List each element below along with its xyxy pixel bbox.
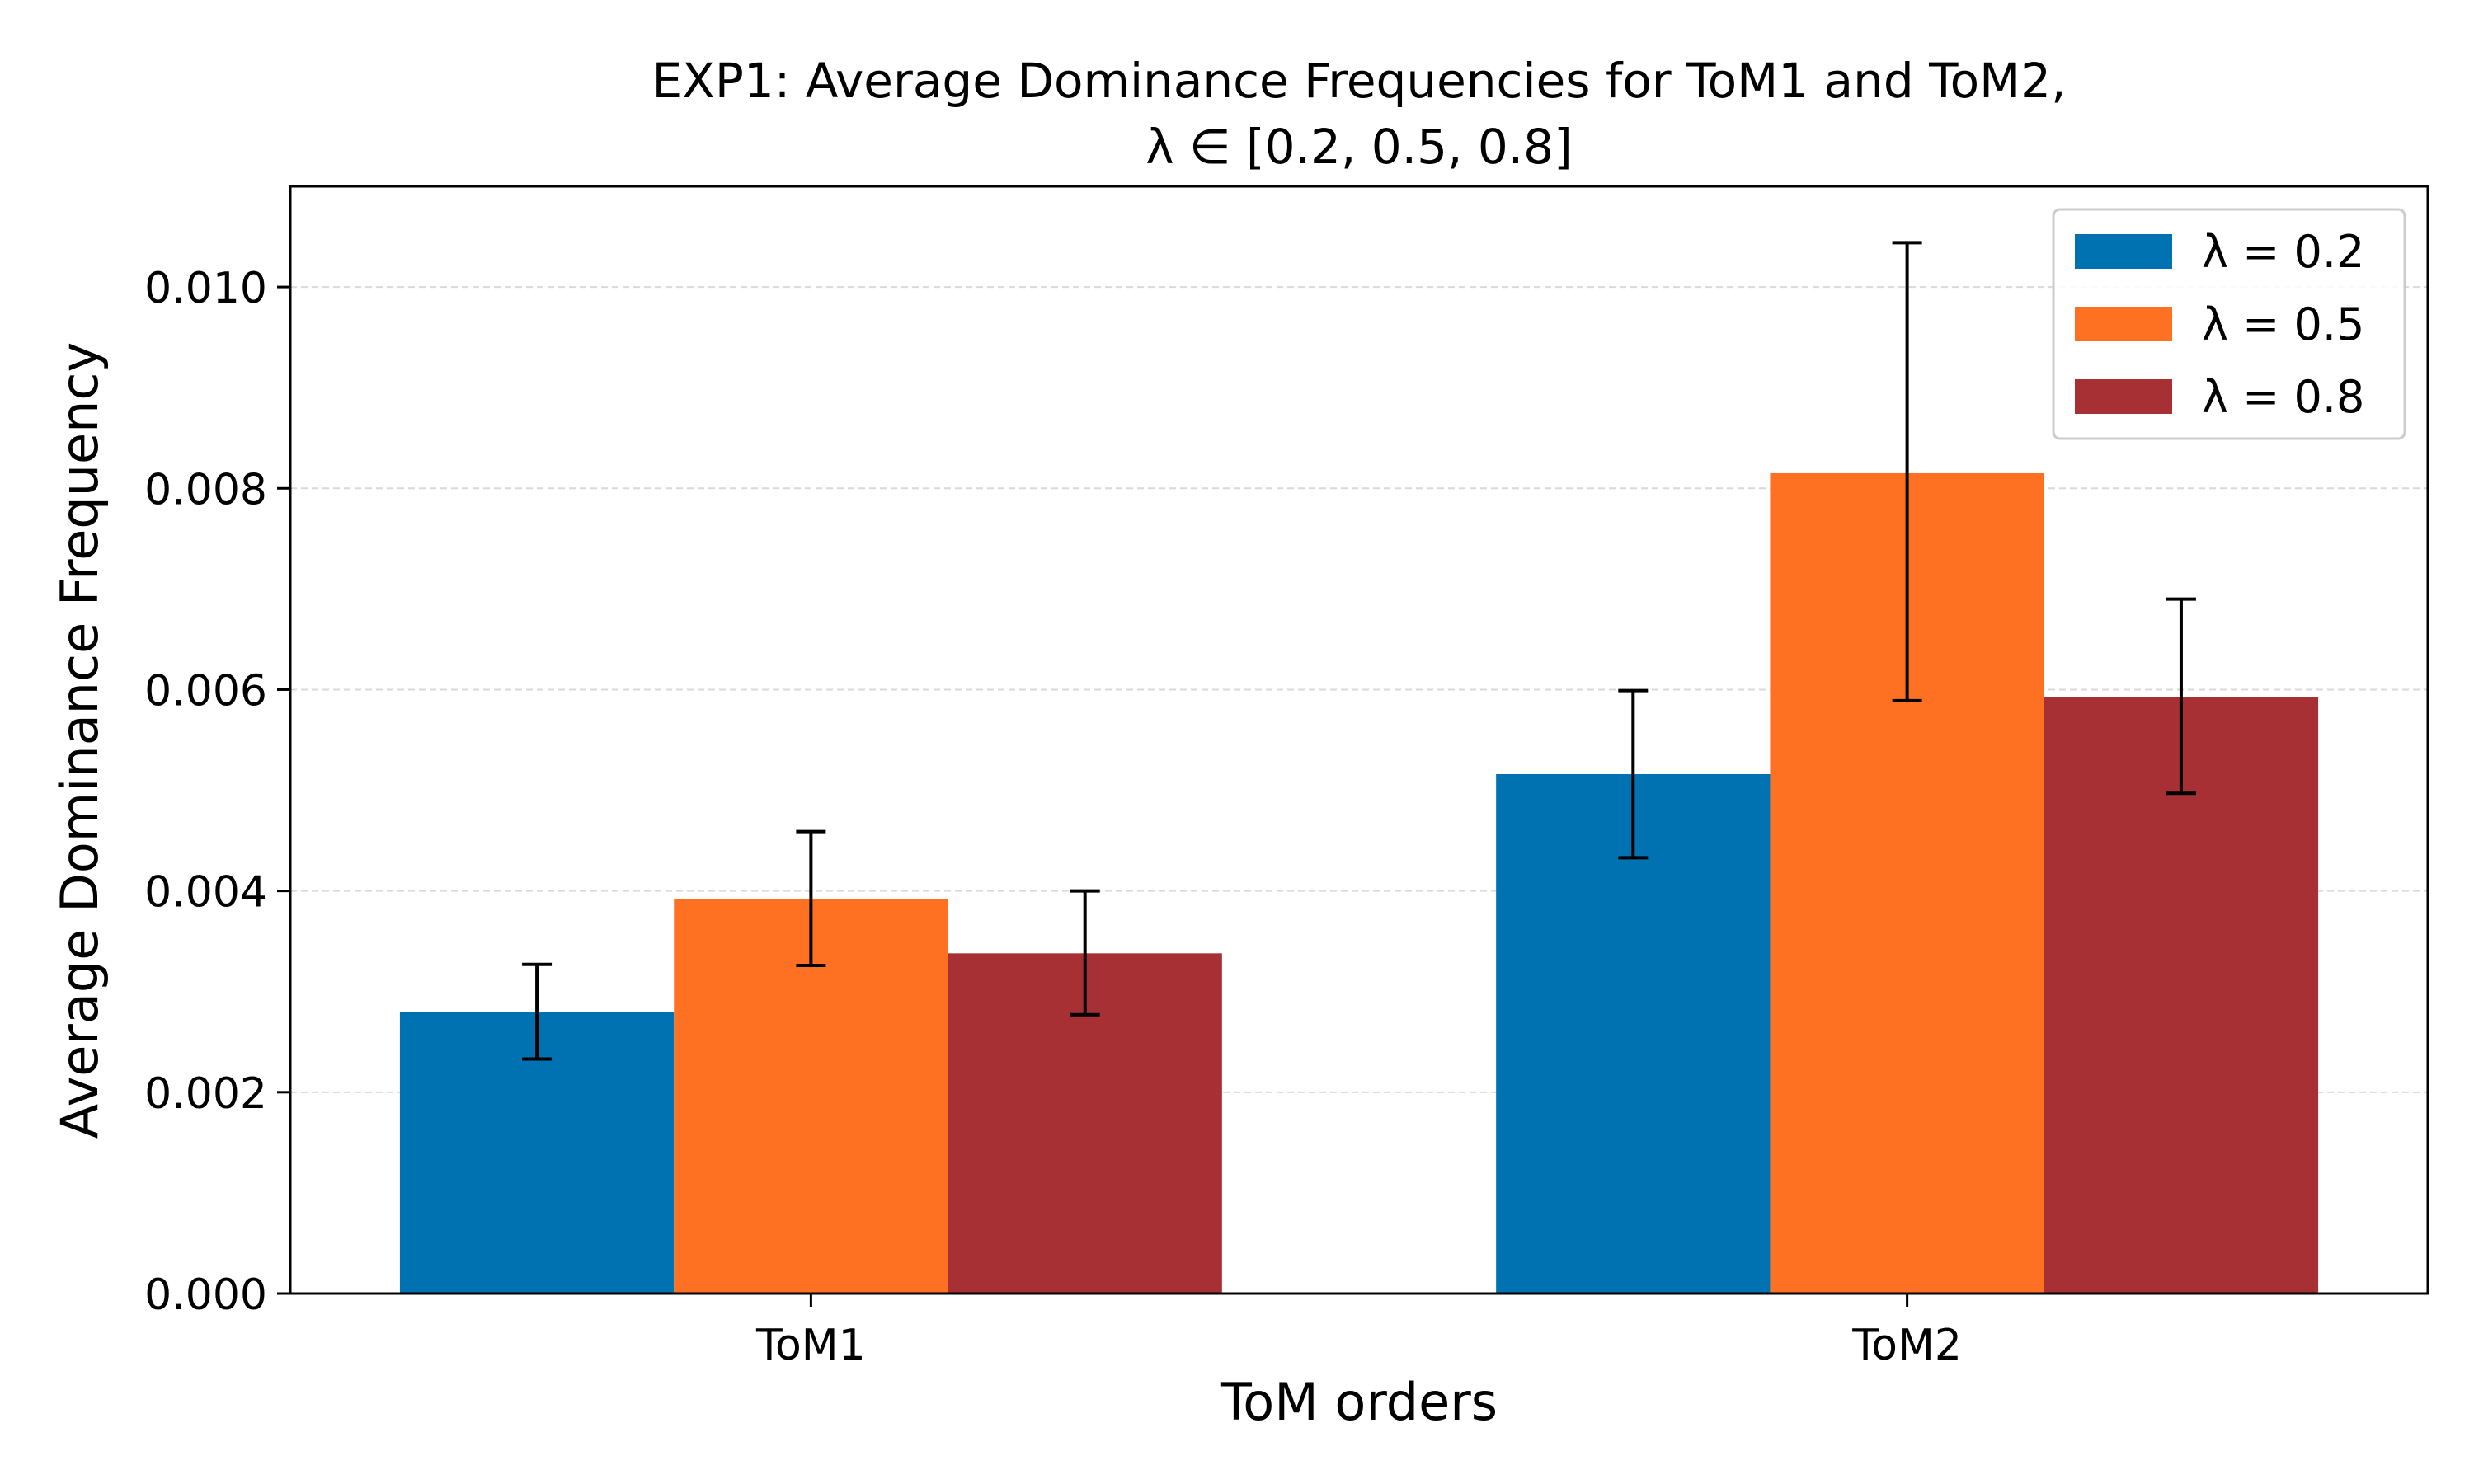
- legend-label: λ = 0.2: [2202, 226, 2364, 278]
- x-axis: ToM1 ToM2: [755, 1294, 1962, 1370]
- legend-swatch: [2075, 234, 2172, 269]
- legend: λ = 0.2 λ = 0.5 λ = 0.8: [2052, 208, 2406, 440]
- chart-title-line2: λ ∈ [0.2, 0.5, 0.8]: [1145, 119, 1572, 175]
- y-tick-label: 0.010: [144, 264, 267, 313]
- x-axis-label: ToM orders: [1220, 1372, 1498, 1432]
- x-tick-label: ToM2: [1851, 1321, 1962, 1370]
- legend-label: λ = 0.8: [2202, 371, 2364, 423]
- y-tick-label: 0.002: [144, 1069, 267, 1119]
- legend-label: λ = 0.5: [2202, 298, 2364, 350]
- plot-frame: [289, 185, 2429, 1295]
- error-bars: [522, 241, 2196, 1061]
- x-tick-label: ToM1: [755, 1321, 866, 1370]
- y-axis-label: Average Dominance Frequency: [49, 342, 110, 1139]
- bars: [399, 472, 2319, 1294]
- y-tick-label: 0.000: [144, 1270, 267, 1320]
- y-tick-label: 0.008: [144, 465, 267, 514]
- bar-3-tom2: [2044, 697, 2319, 1294]
- chart-title-line1: EXP1: Average Dominance Frequencies for …: [651, 53, 2066, 109]
- y-tick-label: 0.006: [144, 666, 267, 716]
- legend-swatch: [2075, 379, 2172, 414]
- legend-swatch: [2075, 307, 2172, 341]
- bar-1-tom2: [1496, 774, 1771, 1294]
- y-axis: 0.000 0.002 0.004 0.006 0.008 0.010: [144, 264, 290, 1320]
- y-tick-label: 0.004: [144, 868, 267, 918]
